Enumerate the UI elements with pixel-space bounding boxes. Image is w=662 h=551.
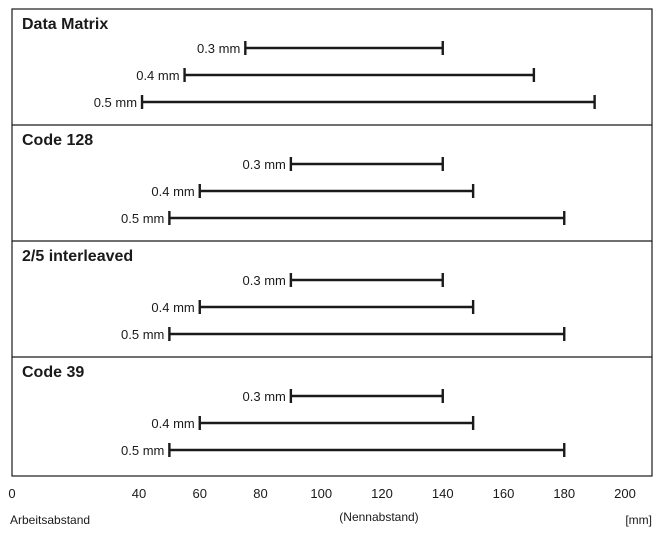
panel-dividers	[12, 125, 652, 357]
range-label: 0.3 mm	[243, 389, 286, 404]
x-tick-label: 40	[132, 486, 146, 501]
range-label: 0.5 mm	[121, 211, 164, 226]
panel-title: Data Matrix	[22, 16, 108, 33]
panel: Data Matrix 0.3 mm 0.4 mm 0.5 mm	[22, 16, 595, 110]
range-label: 0.4 mm	[136, 68, 179, 83]
range-label: 0.4 mm	[151, 300, 194, 315]
x-tick-label: 0	[8, 486, 15, 501]
x-axis: 0 40 60 80 100 120 140 160 180 200	[8, 486, 635, 501]
x-tick-label: 80	[253, 486, 267, 501]
range-label: 0.5 mm	[121, 327, 164, 342]
range-label: 0.5 mm	[121, 443, 164, 458]
x-left-label: Arbeitsabstand	[10, 513, 90, 527]
x-tick-label: 60	[193, 486, 207, 501]
panel-title: Code 128	[22, 132, 93, 149]
x-tick-label: 100	[310, 486, 332, 501]
range-label: 0.4 mm	[151, 184, 194, 199]
x-tick-label: 160	[493, 486, 515, 501]
x-tick-label: 140	[432, 486, 454, 501]
panel: Code 128 0.3 mm 0.4 mm 0.5 mm	[22, 132, 564, 226]
panel-title: Code 39	[22, 364, 84, 381]
x-tick-label: 200	[614, 486, 636, 501]
range-label: 0.3 mm	[243, 273, 286, 288]
panels: Data Matrix 0.3 mm 0.4 mm 0.5 mm Code 128 0.3…	[22, 16, 595, 458]
range-label: 0.3 mm	[197, 41, 240, 56]
x-axis-title: (Nennabstand)	[339, 510, 418, 524]
x-unit-label: [mm]	[625, 513, 652, 527]
x-tick-label: 180	[553, 486, 575, 501]
range-label: 0.4 mm	[151, 416, 194, 431]
chart-frame	[12, 9, 652, 476]
range-label: 0.3 mm	[243, 157, 286, 172]
panel: 2/5 interleaved 0.3 mm 0.4 mm 0.5 mm	[22, 248, 564, 342]
range-label: 0.5 mm	[94, 95, 137, 110]
x-tick-label: 120	[371, 486, 393, 501]
panel-title: 2/5 interleaved	[22, 248, 133, 265]
panel: Code 39 0.3 mm 0.4 mm 0.5 mm	[22, 364, 564, 458]
